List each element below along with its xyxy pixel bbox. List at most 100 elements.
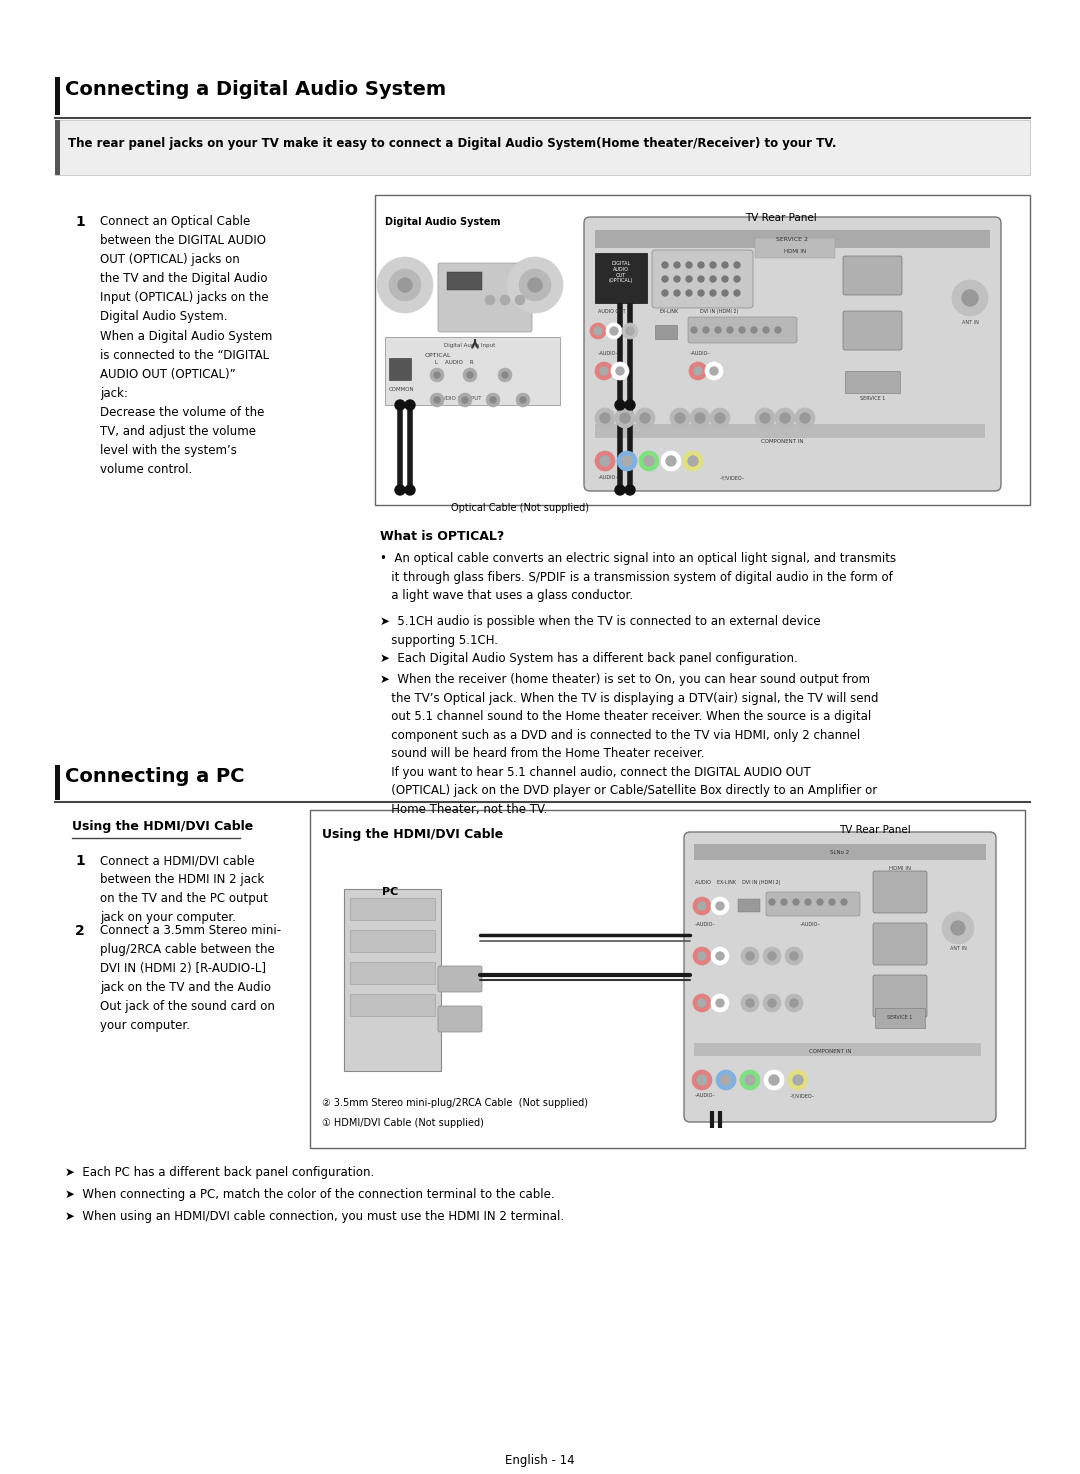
Text: COMMON: COMMON bbox=[389, 388, 415, 392]
Text: AUDIO OUT: AUDIO OUT bbox=[598, 310, 625, 314]
Circle shape bbox=[516, 394, 530, 407]
Circle shape bbox=[795, 408, 815, 427]
Circle shape bbox=[662, 290, 669, 296]
Circle shape bbox=[693, 898, 711, 915]
Circle shape bbox=[741, 993, 759, 1013]
Bar bbox=[755, 237, 835, 258]
Circle shape bbox=[710, 408, 730, 427]
Circle shape bbox=[711, 946, 729, 965]
Text: TV Rear Panel: TV Rear Panel bbox=[839, 825, 910, 834]
Circle shape bbox=[639, 451, 659, 472]
FancyBboxPatch shape bbox=[873, 974, 927, 1017]
Circle shape bbox=[395, 399, 405, 410]
Circle shape bbox=[690, 408, 710, 427]
Circle shape bbox=[674, 262, 680, 268]
Text: COMPONENT IN: COMPONENT IN bbox=[809, 1049, 851, 1054]
Circle shape bbox=[615, 408, 635, 427]
Bar bbox=[310, 811, 1025, 1148]
Circle shape bbox=[746, 952, 754, 960]
Circle shape bbox=[519, 397, 526, 402]
Circle shape bbox=[721, 1075, 731, 1085]
Circle shape bbox=[734, 262, 740, 268]
Text: English - 14: English - 14 bbox=[505, 1453, 575, 1467]
Circle shape bbox=[674, 290, 680, 296]
Bar bbox=[350, 993, 435, 1016]
Circle shape bbox=[789, 952, 798, 960]
Circle shape bbox=[693, 993, 711, 1013]
Circle shape bbox=[698, 952, 706, 960]
Circle shape bbox=[755, 408, 775, 427]
Circle shape bbox=[781, 899, 787, 905]
Text: –AUDIO–: –AUDIO– bbox=[800, 923, 821, 927]
Text: Connecting a PC: Connecting a PC bbox=[65, 766, 244, 786]
Text: –AUDIO–: –AUDIO– bbox=[690, 351, 711, 357]
Bar bbox=[350, 898, 435, 920]
Text: Connect an Optical Cable
between the DIGITAL AUDIO
OUT (OPTICAL) jacks on
the TV: Connect an Optical Cable between the DIG… bbox=[100, 215, 269, 323]
Text: SERVICE 1: SERVICE 1 bbox=[888, 1016, 913, 1020]
Text: Digital Audio Input: Digital Audio Input bbox=[444, 343, 496, 348]
Circle shape bbox=[764, 1070, 784, 1089]
Text: Using the HDMI/DVI Cable: Using the HDMI/DVI Cable bbox=[322, 828, 503, 842]
Circle shape bbox=[698, 262, 704, 268]
FancyBboxPatch shape bbox=[345, 889, 441, 1072]
Text: Using the HDMI/DVI Cable: Using the HDMI/DVI Cable bbox=[72, 820, 253, 833]
Text: Connect a 3.5mm Stereo mini-
plug/2RCA cable between the
DVI IN (HDMI 2) [R-AUDI: Connect a 3.5mm Stereo mini- plug/2RCA c… bbox=[100, 924, 281, 1032]
Bar bbox=[55, 119, 1030, 175]
Circle shape bbox=[762, 946, 781, 965]
Circle shape bbox=[723, 276, 728, 282]
Text: ➤  When connecting a PC, match the color of the connection terminal to the cable: ➤ When connecting a PC, match the color … bbox=[65, 1188, 555, 1201]
Circle shape bbox=[626, 327, 634, 335]
Text: DIGITAL
AUDIO
OUT
(OPTICAL): DIGITAL AUDIO OUT (OPTICAL) bbox=[609, 261, 633, 283]
Circle shape bbox=[405, 399, 415, 410]
Circle shape bbox=[662, 276, 669, 282]
Text: SLNo 2: SLNo 2 bbox=[831, 850, 850, 855]
Text: –Y/VIDEO–: –Y/VIDEO– bbox=[720, 475, 745, 481]
Circle shape bbox=[698, 290, 704, 296]
Bar bbox=[845, 371, 900, 394]
FancyBboxPatch shape bbox=[652, 251, 753, 308]
Circle shape bbox=[693, 946, 711, 965]
Circle shape bbox=[458, 394, 472, 407]
Circle shape bbox=[595, 408, 615, 427]
Circle shape bbox=[490, 397, 496, 402]
Circle shape bbox=[775, 408, 795, 427]
Bar bbox=[55, 77, 60, 115]
Circle shape bbox=[962, 290, 978, 307]
Text: OPTICAL: OPTICAL bbox=[426, 352, 451, 358]
Circle shape bbox=[793, 899, 799, 905]
Circle shape bbox=[785, 946, 804, 965]
Circle shape bbox=[785, 993, 804, 1013]
Circle shape bbox=[515, 295, 525, 305]
Text: SERVICE 1: SERVICE 1 bbox=[861, 397, 886, 401]
Circle shape bbox=[617, 451, 637, 472]
FancyBboxPatch shape bbox=[688, 317, 797, 343]
FancyBboxPatch shape bbox=[843, 256, 902, 295]
Text: L    AUDIO    R: L AUDIO R bbox=[435, 360, 474, 366]
Circle shape bbox=[698, 902, 706, 909]
Circle shape bbox=[670, 408, 690, 427]
Circle shape bbox=[951, 921, 966, 935]
Circle shape bbox=[463, 368, 477, 382]
Circle shape bbox=[789, 999, 798, 1007]
Text: Optical Cable (Not supplied): Optical Cable (Not supplied) bbox=[451, 503, 589, 513]
Circle shape bbox=[486, 394, 500, 407]
Circle shape bbox=[683, 451, 703, 472]
Text: –AUDIO–: –AUDIO– bbox=[696, 923, 716, 927]
Circle shape bbox=[715, 327, 721, 333]
Circle shape bbox=[734, 290, 740, 296]
Text: HDMI IN: HDMI IN bbox=[784, 249, 806, 254]
Text: The rear panel jacks on your TV make it easy to connect a Digital Audio System(H: The rear panel jacks on your TV make it … bbox=[68, 137, 837, 150]
Circle shape bbox=[829, 899, 835, 905]
Circle shape bbox=[594, 327, 602, 335]
Circle shape bbox=[746, 999, 754, 1007]
Circle shape bbox=[689, 363, 707, 380]
Circle shape bbox=[686, 276, 692, 282]
Circle shape bbox=[389, 268, 421, 301]
Text: EX-LINK: EX-LINK bbox=[660, 310, 679, 314]
Circle shape bbox=[622, 455, 632, 466]
Bar bbox=[694, 845, 986, 859]
Circle shape bbox=[710, 290, 716, 296]
Circle shape bbox=[600, 367, 608, 374]
Circle shape bbox=[620, 413, 630, 423]
Text: –Y/VIDEO–: –Y/VIDEO– bbox=[789, 1094, 815, 1098]
